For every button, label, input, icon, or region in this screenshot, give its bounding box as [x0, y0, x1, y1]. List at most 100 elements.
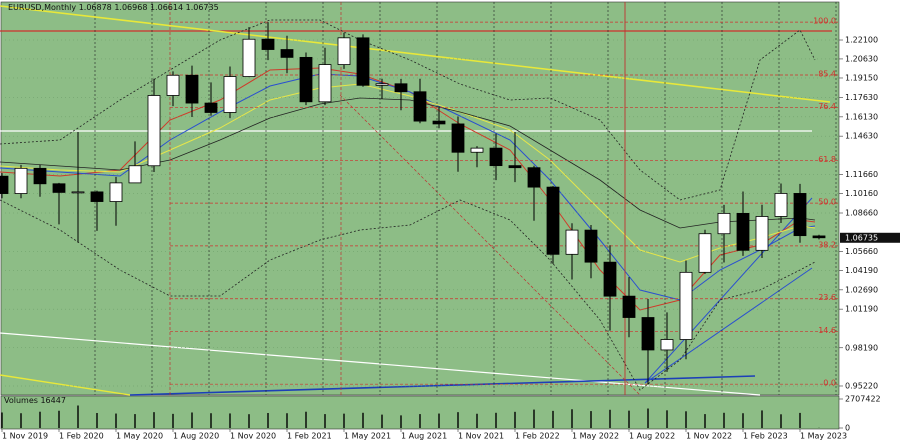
x-tick-label: 1 Nov 2021: [458, 432, 504, 440]
fib-label: 0.0: [823, 379, 836, 388]
candle-body: [413, 91, 427, 122]
candle-body: [432, 120, 446, 125]
fib-label: 100.0: [813, 17, 836, 26]
candle-body: [603, 261, 617, 297]
y-tick-label: 0.95220: [845, 381, 878, 390]
indicators: [0, 2, 832, 396]
candle-body: [128, 165, 142, 184]
candle-body: [641, 317, 655, 351]
y-tick-label: 1.10160: [845, 189, 878, 198]
candle-body: [356, 37, 370, 86]
candle-body: [185, 74, 199, 104]
x-tick-label: 1 Feb 2022: [515, 432, 560, 440]
candle-body: [33, 167, 47, 185]
trend-line: [0, 374, 131, 396]
fib-label: 76.4: [818, 102, 836, 111]
volume-title: Volumes 16447: [4, 396, 66, 405]
candle-body: [90, 191, 104, 202]
candle-body: [736, 212, 750, 251]
plot-area: [0, 1, 840, 396]
y-tick-label: 1.08660: [845, 209, 878, 218]
high-price: 1.06968: [114, 3, 147, 12]
y-tick-label: 1.05660: [845, 247, 878, 256]
candle-body: [451, 123, 465, 153]
candle-body: [261, 38, 275, 50]
x-tick-label: 1 Feb 2020: [59, 432, 104, 440]
y-tick-label: 1.17630: [845, 93, 878, 102]
candle-body: [0, 175, 9, 194]
candle-body: [812, 235, 826, 239]
candle-body: [508, 165, 522, 169]
fan-line: [339, 94, 641, 396]
candle-body: [698, 233, 712, 273]
candle-body: [242, 38, 256, 77]
y-tick-label: 1.04190: [845, 266, 878, 275]
bollinger-band: [0, 19, 816, 201]
candle-body: [394, 83, 408, 93]
y-tick-label: 1.11660: [845, 170, 878, 179]
volume-tick-label: 2707422: [845, 395, 881, 404]
trend-line: [0, 5, 831, 103]
fib-label: 61.8: [818, 155, 836, 164]
fib-label: 38.2: [818, 240, 836, 249]
x-tick-label: 1 Aug 2022: [629, 432, 675, 440]
y-tick-label: 1.14630: [845, 132, 878, 141]
candle-body: [622, 295, 636, 318]
candle-body: [755, 216, 769, 251]
candle-body: [679, 271, 693, 340]
x-tick-label: 1 May 2022: [572, 432, 619, 440]
fib-label: 50.0: [818, 198, 836, 207]
y-tick-label: 1.16130: [845, 112, 878, 121]
y-tick-label: 1.22100: [845, 36, 878, 45]
x-tick-label: 1 Feb 2021: [287, 432, 332, 440]
y-tick-label: 1.01190: [845, 305, 878, 314]
candle-body: [147, 95, 161, 167]
x-tick-label: 1 Feb 2023: [743, 432, 788, 440]
candle-body: [584, 229, 598, 263]
candle-body: [109, 182, 123, 202]
candle-body: [470, 147, 484, 153]
y-tick-label: 1.02690: [845, 285, 878, 294]
candle-body: [489, 147, 503, 167]
header: EURUSD,Monthly 1.06878 1.06968 1.06614 1…: [8, 3, 219, 12]
fib-label: 23.6: [818, 293, 836, 302]
candle-body: [527, 167, 541, 188]
candle-body: [280, 49, 294, 58]
y-tick-label: 1.19150: [845, 73, 878, 82]
current-price: 1.06735: [845, 233, 878, 242]
candle-body: [318, 64, 332, 103]
fib-label: 85.4: [818, 69, 836, 78]
x-tick-label: 1 Nov 2022: [686, 432, 732, 440]
bollinger-band: [0, 199, 816, 391]
candle-body: [299, 56, 313, 103]
candle-body: [375, 83, 389, 86]
x-tick-label: 1 May 2021: [344, 432, 391, 440]
trend-line: [644, 197, 813, 384]
x-tick-label: 1 Nov 2019: [2, 432, 48, 440]
candle-body: [204, 102, 218, 113]
candle-body: [337, 37, 351, 65]
volume-current: 16447: [40, 396, 65, 405]
candle-body: [717, 212, 731, 235]
trend-line: [644, 267, 813, 384]
x-tick-label: 1 Aug 2020: [173, 432, 219, 440]
candle-body: [793, 193, 807, 237]
close-price: 1.06735: [186, 3, 219, 12]
y-tick-label: 0.98190: [845, 343, 878, 352]
fib-label: 14.6: [818, 326, 836, 335]
low-price: 1.06614: [150, 3, 183, 12]
volume-name: Volumes: [4, 396, 38, 405]
candle-body: [71, 191, 85, 194]
candle-body: [52, 183, 66, 193]
candle-body: [774, 193, 788, 217]
candle-body: [14, 167, 28, 194]
candle-body: [565, 229, 579, 255]
candle-body: [660, 339, 674, 351]
x-tick-label: 1 Aug 2021: [401, 432, 447, 440]
candle-body: [223, 76, 237, 113]
volume-tick-label: 0: [845, 424, 850, 433]
candle-body: [546, 186, 560, 255]
x-tick-label: 1 May 2020: [116, 432, 163, 440]
x-tick-label: 1 May 2023: [800, 432, 847, 440]
